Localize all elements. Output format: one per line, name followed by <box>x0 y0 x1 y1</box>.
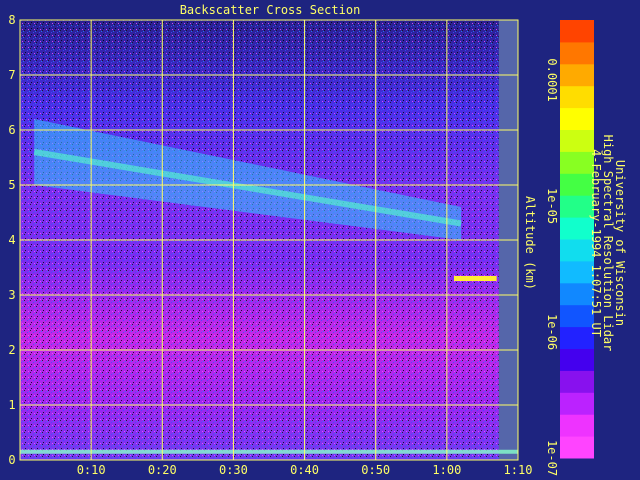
colorbar-swatch <box>560 260 594 284</box>
y-tick-label: 8 <box>8 13 15 27</box>
colorbar-swatch <box>560 348 594 371</box>
y-tick-label: 2 <box>8 343 15 357</box>
colorbar-swatch <box>560 370 594 393</box>
colorbar-swatch <box>560 20 594 43</box>
x-tick-label: 0:40 <box>290 463 319 477</box>
credit-line-1: University of Wisconsin <box>613 160 627 326</box>
y-tick-label: 3 <box>8 288 15 302</box>
colorbar-swatch <box>560 173 594 196</box>
y-tick-label: 4 <box>8 233 15 247</box>
colorbar-swatch <box>560 129 594 152</box>
colorbar-swatch <box>560 195 594 218</box>
colorbar-tick-label: 1e-06 <box>545 314 559 350</box>
y-axis-label: Altitude (km) <box>523 196 537 290</box>
colorbar-swatch <box>560 85 594 109</box>
credit-line-2: High Spectral Resolution Lidar <box>601 135 615 352</box>
plot-frame <box>19 19 519 461</box>
y-tick-label: 6 <box>8 123 15 137</box>
y-tick-label: 1 <box>8 398 15 412</box>
colorbar: 0.0001 1e-05 1e-06 1e-07 <box>545 20 594 476</box>
cirrus-core <box>33 149 462 227</box>
colorbar-swatch <box>560 217 594 240</box>
colorbar-swatch <box>560 392 594 415</box>
chart-title: Backscatter Cross Section <box>180 3 361 17</box>
x-tick-label: 0:10 <box>77 463 106 477</box>
x-tick-label: 1:00 <box>432 463 461 477</box>
axes: 0:10 0:20 0:30 0:40 0:50 1:00 1:10 0 1 2 3 4 5 6 7 8 <box>8 13 532 477</box>
colorbar-swatch <box>560 282 594 306</box>
x-tick-label: 0:50 <box>361 463 390 477</box>
colorbar-swatch <box>560 414 594 437</box>
x-tick-label: 1:10 <box>504 463 533 477</box>
colorbar-swatch <box>560 151 594 174</box>
cirrus-layer <box>34 119 462 240</box>
x-tick-label: 0:20 <box>148 463 177 477</box>
colorbar-tick-label: 1e-05 <box>545 188 559 224</box>
colorbar-tick-label: 0.0001 <box>545 58 559 101</box>
colorbar-swatch <box>560 63 594 87</box>
colorbar-swatch <box>560 326 594 349</box>
colorbar-swatch <box>560 436 594 459</box>
grid <box>20 19 519 461</box>
y-tick-label: 5 <box>8 178 15 192</box>
y-tick-label: 7 <box>8 68 15 82</box>
credit-line-3: 4-February-1994 1:07:51 UT <box>589 149 603 337</box>
x-tick-label: 0:30 <box>219 463 248 477</box>
colorbar-swatch <box>560 239 594 262</box>
colorbar-swatch <box>560 304 594 328</box>
colorbar-tick-label: 1e-07 <box>545 440 559 476</box>
colorbar-swatch <box>560 41 594 65</box>
colorbar-swatch <box>560 107 594 130</box>
y-tick-label: 0 <box>8 453 15 467</box>
